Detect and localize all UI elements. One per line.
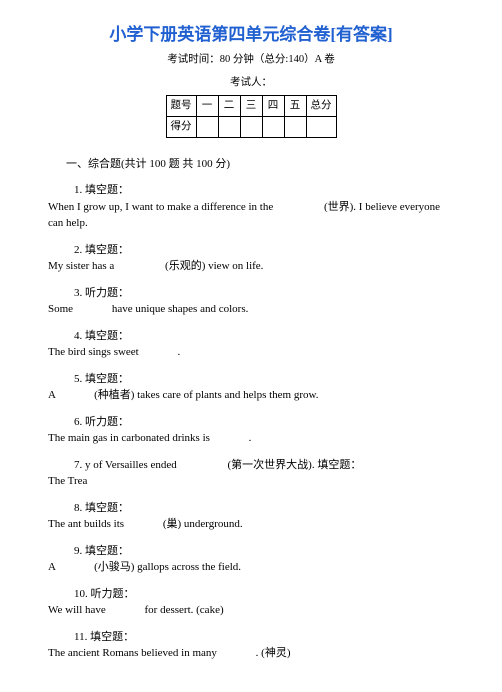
question-7: 7. y of Versailles ended (第一次世界大战). 填空题：… xyxy=(48,457,454,490)
q-body: The ant builds its (巢) underground. xyxy=(48,516,454,533)
q-num: 5. 填空题： xyxy=(74,371,454,388)
question-3: 3. 听力题： Some have unique shapes and colo… xyxy=(48,285,454,318)
question-11: 11. 填空题： The ancient Romans believed in … xyxy=(48,629,454,662)
row-label: 得分 xyxy=(166,116,196,137)
q-num: 9. 填空题： xyxy=(74,543,454,560)
table-score-row: 得分 xyxy=(166,116,336,137)
th-total: 总分 xyxy=(306,96,336,117)
question-8: 8. 填空题： The ant builds its (巢) undergrou… xyxy=(48,500,454,533)
q-body: My sister has a (乐观的) view on life. xyxy=(48,258,454,275)
exam-title: 小学下册英语第四单元综合卷[有答案] xyxy=(48,22,454,48)
question-9: 9. 填空题： A (小骏马) gallops across the field… xyxy=(48,543,454,576)
q-post: . xyxy=(249,432,252,444)
cell-4 xyxy=(262,116,284,137)
th-2: 二 xyxy=(218,96,240,117)
q-cn: (巢) xyxy=(163,518,184,530)
exam-subtitle: 考试时间：80 分钟（总分:140）A 卷 xyxy=(48,52,454,68)
question-4: 4. 填空题： The bird sings sweet . xyxy=(48,328,454,361)
cell-total xyxy=(306,116,336,137)
score-table: 题号 一 二 三 四 五 总分 得分 xyxy=(166,95,337,138)
q-body: Some have unique shapes and colors. xyxy=(48,301,454,318)
q-post: have unique shapes and colors. xyxy=(112,303,249,315)
q-post: for dessert. (cake) xyxy=(145,604,224,616)
q-num: 4. 填空题： xyxy=(74,328,454,345)
question-10: 10. 听力题： We will have for dessert. (cake… xyxy=(48,586,454,619)
q-body: The Trea xyxy=(48,473,454,490)
q-cn: (第一次世界大战). 填空题： xyxy=(228,459,362,471)
th-num: 题号 xyxy=(166,96,196,117)
q-pre: A xyxy=(48,389,58,401)
q-cn: (世界). xyxy=(324,201,359,213)
q-post: takes care of plants and helps them grow… xyxy=(137,389,318,401)
q-post: view on life. xyxy=(208,260,263,272)
q-pre: When I grow up, I want to make a differe… xyxy=(48,201,276,213)
q-num: 11. 填空题： xyxy=(74,629,454,646)
q-body: The main gas in carbonated drinks is . xyxy=(48,430,454,447)
q-num: 8. 填空题： xyxy=(74,500,454,517)
q-pre: The main gas in carbonated drinks is xyxy=(48,432,213,444)
q-body: A (小骏马) gallops across the field. xyxy=(48,559,454,576)
q-post: gallops across the field. xyxy=(137,561,241,573)
q-num: 10. 听力题： xyxy=(74,586,454,603)
q-num: 6. 听力题： xyxy=(74,414,454,431)
exam-page: 小学下册英语第四单元综合卷[有答案] 考试时间：80 分钟（总分:140）A 卷… xyxy=(0,0,502,692)
question-5: 5. 填空题： A (种植者) takes care of plants and… xyxy=(48,371,454,404)
question-1: 1. 填空题： When I grow up, I want to make a… xyxy=(48,182,454,232)
q-cn: (小骏马) xyxy=(94,561,137,573)
th-3: 三 xyxy=(240,96,262,117)
th-4: 四 xyxy=(262,96,284,117)
cell-5 xyxy=(284,116,306,137)
q-body: When I grow up, I want to make a differe… xyxy=(48,199,454,232)
cell-1 xyxy=(196,116,218,137)
question-2: 2. 填空题： My sister has a (乐观的) view on li… xyxy=(48,242,454,275)
th-1: 一 xyxy=(196,96,218,117)
th-5: 五 xyxy=(284,96,306,117)
q-pre: My sister has a xyxy=(48,260,117,272)
q-post: underground. xyxy=(184,518,243,530)
q-pre: Some xyxy=(48,303,76,315)
examinee-label: 考试人： xyxy=(48,75,454,91)
q-pre: A xyxy=(48,561,58,573)
q-pre: The Trea xyxy=(48,475,87,487)
q-num: 3. 听力题： xyxy=(74,285,454,302)
q-post: . xyxy=(177,346,180,358)
cell-2 xyxy=(218,116,240,137)
q-num: 7. y of Versailles ended (第一次世界大战). 填空题： xyxy=(74,457,454,474)
q-pre: We will have xyxy=(48,604,109,616)
table-header-row: 题号 一 二 三 四 五 总分 xyxy=(166,96,336,117)
q-body: The ancient Romans believed in many . (神… xyxy=(48,645,454,662)
q-pre: The bird sings sweet xyxy=(48,346,141,358)
q-pre: The ant builds its xyxy=(48,518,127,530)
section-title: 一、综合题(共计 100 题 共 100 分) xyxy=(66,156,454,173)
q-cn: (种植者) xyxy=(94,389,137,401)
q-num-text: 7. y of Versailles ended xyxy=(74,459,180,471)
q-cn: (乐观的) xyxy=(165,260,208,272)
question-6: 6. 听力题： The main gas in carbonated drink… xyxy=(48,414,454,447)
q-body: We will have for dessert. (cake) xyxy=(48,602,454,619)
cell-3 xyxy=(240,116,262,137)
q-num: 2. 填空题： xyxy=(74,242,454,259)
q-body: The bird sings sweet . xyxy=(48,344,454,361)
q-body: A (种植者) takes care of plants and helps t… xyxy=(48,387,454,404)
q-num: 1. 填空题： xyxy=(74,182,454,199)
